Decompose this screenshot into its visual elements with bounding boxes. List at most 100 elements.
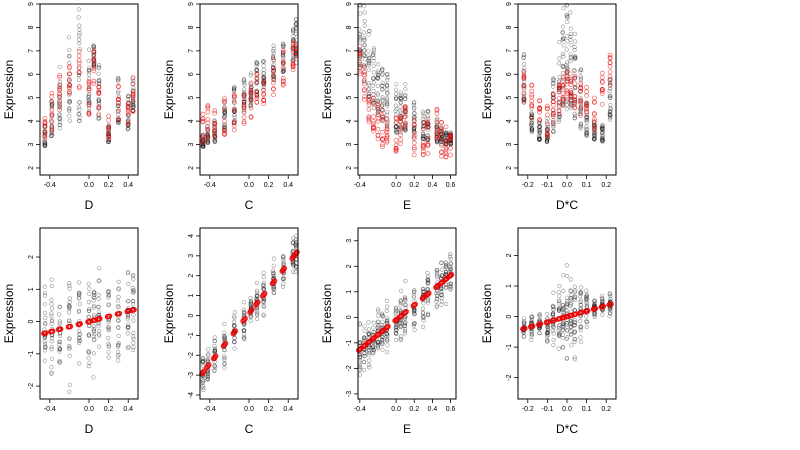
point	[607, 117, 613, 122]
fitted-point	[231, 123, 237, 129]
x-tick-label: -0.4	[354, 182, 366, 189]
point	[77, 41, 82, 46]
fitted-point	[384, 132, 390, 138]
point	[544, 139, 550, 144]
fitted-point	[212, 110, 218, 116]
point	[49, 319, 55, 324]
fitted-point	[393, 137, 399, 143]
fitted-point	[592, 122, 597, 128]
fitted-point	[521, 76, 527, 81]
point	[529, 122, 534, 128]
fitted-point	[411, 140, 417, 146]
fitted-point	[439, 120, 444, 126]
fitted-point	[280, 79, 286, 85]
point	[568, 26, 573, 31]
x-tick-label: 0.0	[562, 182, 572, 189]
fitted-point	[599, 102, 605, 107]
point	[232, 112, 237, 118]
point	[271, 43, 276, 48]
fitted-point	[271, 65, 276, 71]
fitted-point	[380, 129, 385, 135]
y-tick-label: 7	[188, 49, 195, 53]
point	[600, 125, 605, 130]
point	[116, 342, 121, 347]
fitted-point	[439, 149, 444, 155]
point	[367, 91, 372, 96]
fitted-point	[556, 108, 562, 113]
fitted-point	[241, 102, 247, 107]
fitted-point	[420, 152, 426, 158]
point	[280, 53, 286, 58]
point	[551, 95, 556, 100]
y-tick-label: 3	[188, 143, 195, 147]
point	[222, 124, 227, 129]
point	[205, 375, 211, 380]
point	[600, 134, 605, 139]
point	[393, 91, 399, 96]
fitted-point	[380, 144, 385, 150]
point	[411, 125, 417, 131]
point	[411, 102, 416, 108]
fitted-point	[67, 65, 72, 71]
y-tick-label: 0	[28, 320, 35, 324]
point	[42, 139, 47, 144]
fitted-point	[271, 92, 276, 98]
point	[86, 98, 91, 103]
point	[366, 91, 371, 97]
point	[116, 344, 121, 349]
point	[561, 43, 566, 48]
point	[271, 290, 276, 295]
point	[403, 96, 408, 101]
fitted-point	[545, 127, 550, 133]
y-tick-label: 5	[346, 96, 353, 100]
point	[57, 105, 62, 110]
point	[271, 263, 276, 268]
fitted-point	[529, 103, 535, 109]
point	[545, 311, 550, 317]
fitted-point	[241, 93, 247, 99]
point	[394, 124, 399, 130]
point	[444, 132, 449, 137]
point	[57, 116, 62, 121]
point	[600, 126, 605, 131]
point	[261, 284, 266, 289]
black-points	[42, 266, 136, 395]
fitted-point	[125, 121, 131, 127]
point	[385, 91, 390, 96]
fitted-point	[96, 91, 102, 96]
fitted-point	[434, 136, 440, 142]
point	[116, 352, 121, 357]
point	[125, 97, 131, 102]
fitted-point	[537, 109, 542, 115]
point	[86, 350, 91, 355]
point	[385, 101, 390, 106]
fitted-point	[578, 85, 584, 91]
fitted-point	[545, 132, 550, 138]
point	[551, 290, 556, 295]
red-points	[521, 52, 613, 140]
point	[92, 337, 97, 342]
fitted-point	[116, 310, 123, 317]
point	[412, 100, 417, 105]
point	[200, 383, 205, 389]
point	[578, 96, 583, 101]
point	[573, 85, 578, 91]
point	[106, 324, 111, 329]
x-axis-title: C	[245, 198, 254, 212]
point	[551, 129, 556, 134]
x-tick-label: 0.2	[601, 406, 611, 413]
point	[67, 305, 72, 310]
point	[529, 128, 534, 133]
point	[212, 139, 217, 145]
point	[362, 35, 367, 40]
point	[371, 105, 377, 110]
point	[521, 93, 527, 98]
y-tick-label: 2	[188, 274, 195, 278]
x-axis-title: D	[85, 198, 94, 212]
fitted-point	[384, 127, 390, 133]
x-tick-label: 0.0	[244, 406, 254, 413]
point	[76, 15, 81, 20]
point	[131, 340, 136, 346]
